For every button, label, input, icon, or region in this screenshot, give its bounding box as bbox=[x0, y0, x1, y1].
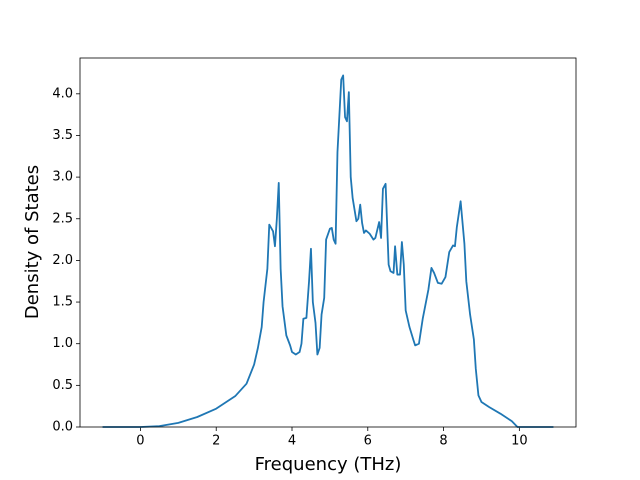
y-tick-label: 1.0 bbox=[52, 336, 73, 351]
x-tick-label: 2 bbox=[212, 434, 220, 449]
y-tick-label: 0.0 bbox=[52, 420, 73, 435]
y-tick-label: 1.5 bbox=[52, 295, 73, 310]
x-tick-label: 6 bbox=[364, 434, 372, 449]
y-tick-label: 3.0 bbox=[52, 170, 73, 185]
x-tick-label: 8 bbox=[439, 434, 447, 449]
plot-frame bbox=[79, 57, 577, 428]
x-axis-label: Frequency (THz) bbox=[255, 454, 402, 475]
y-tick-label: 2.5 bbox=[52, 211, 73, 226]
y-tick-label: 2.0 bbox=[52, 253, 73, 268]
y-axis-label: Density of States bbox=[22, 165, 43, 319]
x-tick-label: 10 bbox=[511, 434, 528, 449]
y-tick-label: 3.5 bbox=[52, 128, 73, 143]
y-tick-label: 4.0 bbox=[52, 86, 73, 101]
x-tick-label: 0 bbox=[136, 434, 144, 449]
data-line bbox=[102, 74, 554, 428]
x-tick-label: 4 bbox=[288, 434, 296, 449]
y-tick-label: 0.5 bbox=[52, 378, 73, 393]
